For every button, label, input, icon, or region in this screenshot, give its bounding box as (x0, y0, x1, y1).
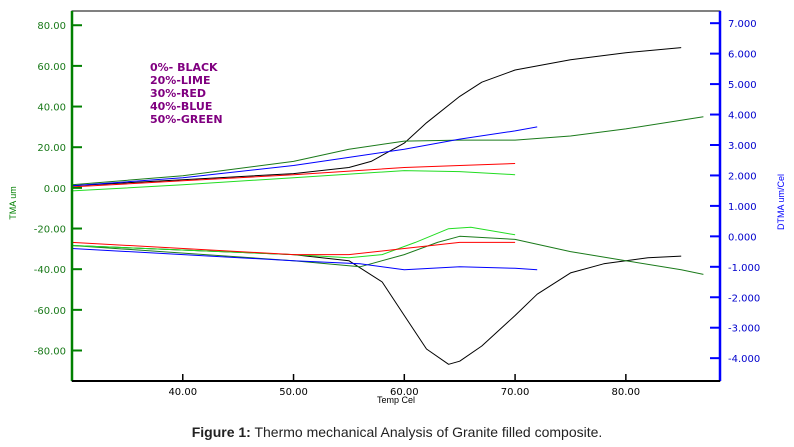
y-left-tick-label: -60.00 (34, 306, 66, 317)
legend-entry: 20%-LIME (150, 74, 210, 87)
y-left-tick-label: -80.00 (34, 347, 66, 358)
y-left-axis-label: TMA um (8, 186, 18, 220)
y-right-tick-label: -4.000 (728, 354, 760, 365)
x-tick-label: 60.00 (390, 387, 419, 398)
y-right-tick-label: -3.000 (728, 324, 760, 335)
y-right-tick-label: 2.000 (728, 171, 757, 182)
legend-entry: 50%-GREEN (150, 113, 223, 126)
y-right-tick-label: -1.000 (728, 263, 760, 274)
x-tick-label: 40.00 (168, 387, 197, 398)
series-line-20-dtma (71, 226, 516, 259)
legend: 0%- BLACK 20%-LIME 30%-RED 40%-BLUE 50%-… (150, 61, 223, 126)
y-right-tick-label: -2.000 (728, 293, 760, 304)
series-line-20-tma (71, 170, 516, 192)
y-left-tick-label: 80.00 (37, 21, 66, 32)
series-line-30-tma (71, 163, 516, 188)
y-left-tick-label: 40.00 (37, 103, 66, 114)
y-left-tick-label: 0.00 (44, 184, 66, 195)
y-right-tick-label: 6.000 (728, 50, 757, 61)
y-right-tick-label: 3.000 (728, 141, 757, 152)
legend-entry: 30%-RED (150, 87, 206, 100)
y-left-tick-label: 20.00 (37, 143, 66, 154)
series-line-0-dtma (71, 245, 682, 365)
series-line-0-tma (71, 47, 682, 187)
x-axis-label: Temp Cel (377, 395, 415, 405)
series-line-50-tma (71, 116, 704, 186)
y-left-tick-label: -20.00 (34, 225, 66, 236)
x-tick-label: 50.00 (279, 387, 308, 398)
y-left-tick-label: 60.00 (37, 62, 66, 73)
series-line-50-dtma (71, 235, 704, 275)
caption-text: Thermo mechanical Analysis of Granite fi… (250, 424, 603, 440)
legend-entry: 40%-BLUE (150, 100, 212, 113)
figure-caption: Figure 1: Thermo mechanical Analysis of … (0, 424, 794, 440)
x-tick-label: 80.00 (612, 387, 641, 398)
y-right-tick-label: 5.000 (728, 80, 757, 91)
y-right-axis-label: DTMA um/Cel (776, 174, 786, 230)
caption-label: Figure 1: (191, 424, 251, 440)
y-right-tick-label: 4.000 (728, 111, 757, 122)
y-right-tick-label: 1.000 (728, 202, 757, 213)
y-left-tick-label: -40.00 (34, 265, 66, 276)
series-line-40-tma (71, 126, 538, 187)
y-right-tick-label: 7.000 (728, 19, 757, 30)
series-line-30-dtma (71, 241, 516, 256)
y-right-tick-label: 0.000 (728, 232, 757, 243)
tma-chart: 40.00 50.00 60.00 70.00 80.00 80.00 60.00 40.00… (8, 10, 786, 405)
series-line-40-dtma (71, 248, 538, 271)
x-tick-label: 70.00 (501, 387, 530, 398)
legend-entry: 0%- BLACK (150, 61, 218, 74)
